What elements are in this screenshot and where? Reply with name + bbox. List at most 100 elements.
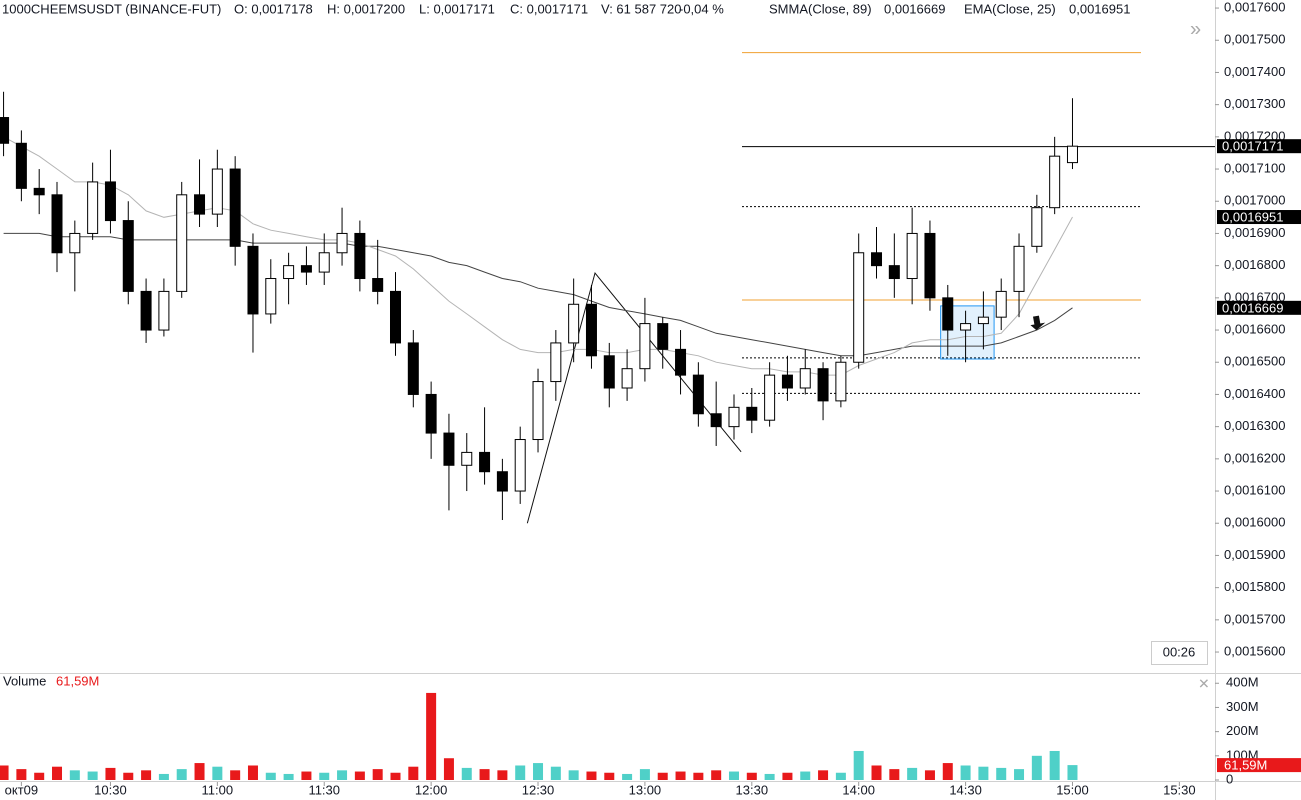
volume-bar — [871, 765, 882, 780]
candle-body — [461, 451, 473, 466]
close-pane-icon[interactable]: ✕ — [1198, 676, 1210, 692]
volume-bar — [265, 772, 276, 780]
volume-bar — [550, 766, 561, 780]
price-tag — [1217, 210, 1301, 225]
volume-bar — [639, 769, 650, 780]
volume-bar — [16, 769, 27, 780]
volume-bar — [711, 770, 722, 780]
volume-bar — [479, 769, 490, 780]
y-tick-label: 0,0016900 — [1224, 225, 1285, 240]
y-tick-label: 0,0015600 — [1224, 643, 1285, 658]
indicator-name: SMMA(Close, 89) — [769, 1, 872, 16]
x-tick-label: 15:00 — [1056, 782, 1089, 797]
ohlc-change: -0,04 % — [679, 1, 724, 16]
volume-bar — [889, 769, 900, 780]
candle-body — [265, 278, 277, 315]
candle-body — [158, 290, 170, 331]
y-tick-label: 0,0016700 — [1224, 289, 1285, 304]
candle-body — [176, 194, 188, 292]
volume-bar — [657, 772, 668, 780]
candle-body — [300, 265, 312, 273]
volume-bar — [337, 770, 348, 780]
price-tag-label: 0,0016951 — [1222, 209, 1283, 224]
candle-body — [764, 374, 776, 421]
price-tag-label: 0,0017171 — [1222, 139, 1283, 154]
candle-body — [425, 393, 437, 434]
candle-body — [532, 381, 544, 441]
candle-body — [675, 348, 687, 376]
volume-bar — [69, 770, 80, 780]
candle-body — [104, 181, 116, 222]
x-tick-label: 11:00 — [202, 782, 234, 797]
candle-body — [496, 471, 508, 492]
y-tick-label: 0,0015800 — [1224, 579, 1285, 594]
candle-body — [229, 168, 241, 247]
volume-bar — [907, 767, 918, 780]
candle-body — [51, 194, 63, 254]
candle-body — [354, 232, 366, 280]
candle-body — [69, 232, 81, 254]
candle-body — [389, 290, 401, 344]
candle-body — [407, 342, 419, 395]
volume-bar — [818, 770, 829, 780]
candle-body — [514, 439, 526, 492]
volume-value: 61,59M — [56, 673, 99, 688]
candle-body — [372, 278, 384, 292]
candle-body — [443, 432, 455, 466]
volume-bar — [408, 766, 419, 780]
volume-bar — [105, 767, 116, 780]
x-tick-label: 12:30 — [522, 782, 555, 797]
y-tick-label: 0,0016000 — [1224, 515, 1285, 530]
y-tick-label: 0,0017000 — [1224, 193, 1285, 208]
y-tick-label: 0,0017600 — [1224, 0, 1285, 14]
volume-bar — [87, 771, 98, 780]
candle-body — [211, 168, 223, 215]
candle-body — [960, 323, 972, 331]
candle-body — [283, 265, 295, 280]
candle-body — [657, 323, 669, 350]
candle-body — [924, 232, 936, 299]
volume-bar — [426, 692, 437, 780]
y-tick-label: 0,0015900 — [1224, 547, 1285, 562]
candle-body — [247, 245, 259, 315]
candle-body — [1031, 207, 1043, 247]
volume-bar — [782, 772, 793, 780]
volume-tick-label: 300M — [1226, 699, 1259, 714]
volume-bar — [978, 766, 989, 780]
candle-body — [835, 361, 847, 402]
candle-body — [817, 368, 829, 402]
candle-body — [1013, 245, 1025, 292]
volume-bar — [800, 771, 811, 780]
volume-bar — [693, 772, 704, 780]
volume-bar — [675, 771, 686, 780]
candle-body — [0, 117, 10, 144]
y-tick-label: 0,0016100 — [1224, 482, 1285, 497]
volume-bar — [354, 771, 365, 780]
y-tick-label: 0,0016500 — [1224, 354, 1285, 369]
volume-bar — [0, 765, 9, 780]
volume-tick-label: 0 — [1226, 771, 1233, 786]
candle-body — [906, 232, 918, 280]
candle-body — [853, 252, 865, 363]
volume-tag — [1217, 758, 1301, 773]
price-tag — [1217, 139, 1301, 154]
y-tick-label: 0,0017500 — [1224, 32, 1285, 47]
volume-bar — [996, 767, 1007, 780]
volume-title: Volume — [3, 673, 46, 688]
price-tag — [1217, 300, 1301, 315]
volume-bar — [319, 772, 330, 780]
volume-bar — [533, 763, 544, 780]
volume-bar — [1031, 755, 1042, 780]
candle-body — [942, 297, 954, 331]
volume-bar — [604, 772, 615, 780]
y-tick-label: 0,0017400 — [1224, 64, 1285, 79]
candle-body — [1049, 155, 1061, 209]
countdown-box — [1151, 641, 1208, 665]
collapse-icon[interactable]: » — [1190, 18, 1201, 40]
volume-bar — [301, 771, 312, 780]
y-tick-label: 0,0015700 — [1224, 611, 1285, 626]
ohlc-volume: V: 61 587 720 — [601, 1, 681, 16]
y-tick-label: 0,0016200 — [1224, 450, 1285, 465]
volume-bar — [835, 772, 846, 780]
